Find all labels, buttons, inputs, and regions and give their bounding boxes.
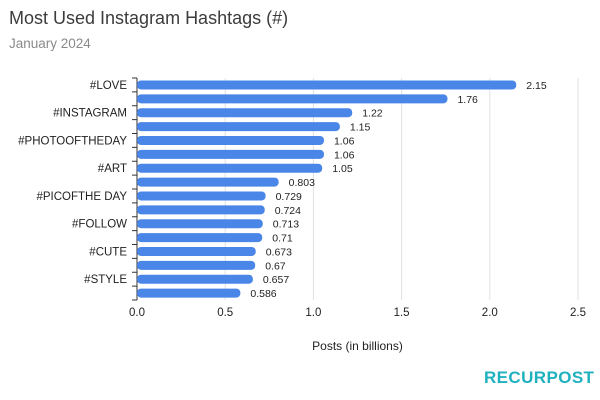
x-tick-label: 0.0 <box>129 307 145 319</box>
bar <box>137 205 265 215</box>
bar <box>137 288 241 298</box>
data-label: 2.15 <box>526 80 547 92</box>
category-label: #STYLE <box>84 274 127 286</box>
category-label: #PHOTOOFTHEDAY <box>18 135 127 147</box>
bar <box>137 260 256 270</box>
bar <box>137 149 324 159</box>
x-axis-title: Posts (in billions) <box>312 339 403 353</box>
bar <box>137 246 256 256</box>
bar <box>137 274 253 284</box>
bar <box>137 177 279 187</box>
x-tick-label: 2.0 <box>482 307 498 319</box>
chart-title: Most Used Instagram Hashtags (#) <box>9 8 289 28</box>
data-label: 0.713 <box>273 219 299 231</box>
category-label: #FOLLOW <box>72 219 127 231</box>
data-label: 0.724 <box>275 205 301 217</box>
data-label: 0.673 <box>266 246 292 258</box>
data-label: 1.06 <box>334 135 355 147</box>
bar <box>137 163 323 173</box>
bar <box>137 122 340 132</box>
data-label: 0.657 <box>263 274 289 286</box>
category-label: #ART <box>98 163 127 175</box>
data-label: 1.15 <box>350 122 371 134</box>
data-label: 0.729 <box>276 191 302 203</box>
category-label: #INSTAGRAM <box>53 108 127 120</box>
logo-text-recur: RECUR <box>484 368 547 387</box>
recurpost-logo: RECURPOST <box>484 368 594 388</box>
data-label: 0.586 <box>250 288 276 300</box>
bar <box>137 191 266 201</box>
chart-subtitle: January 2024 <box>9 36 91 51</box>
data-label: 1.76 <box>457 94 478 106</box>
x-tick-label: 1.0 <box>305 307 321 319</box>
category-label: #LOVE <box>90 80 127 92</box>
data-label: 0.67 <box>265 260 286 272</box>
data-label: 1.05 <box>332 163 353 175</box>
x-tick-label: 0.5 <box>217 307 233 319</box>
data-label: 1.22 <box>362 108 383 120</box>
bar <box>137 80 517 90</box>
data-label: 0.71 <box>272 233 293 245</box>
bar <box>137 135 324 145</box>
bar <box>137 94 448 104</box>
x-tick-label: 2.5 <box>570 307 586 319</box>
bar <box>137 219 263 229</box>
data-label: 1.06 <box>334 149 355 161</box>
category-label: #PICOFTHE DAY <box>36 191 127 203</box>
category-label: #CUTE <box>89 246 127 258</box>
data-label: 0.803 <box>289 177 315 189</box>
bar <box>137 233 263 243</box>
logo-text-post: POST <box>546 368 595 387</box>
x-tick-label: 1.5 <box>394 307 410 319</box>
bar <box>137 108 353 118</box>
